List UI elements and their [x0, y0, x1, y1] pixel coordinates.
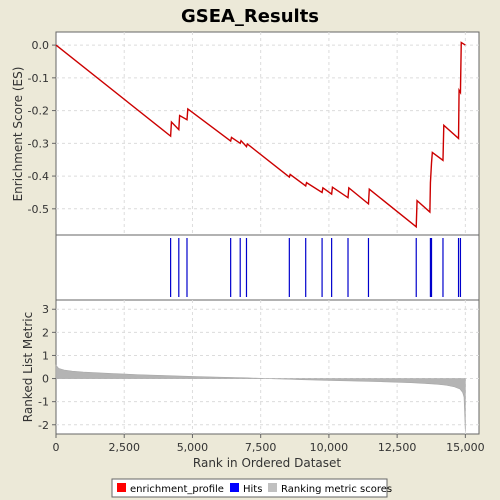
ranking-metric-fill — [55, 364, 466, 432]
es-tick-label: -0.1 — [28, 72, 49, 85]
legend-label-enrichment: enrichment_profile — [130, 484, 224, 495]
rank-tick-label: -2 — [38, 419, 49, 432]
x-tick-label: 2,500 — [108, 441, 140, 454]
rank-tick-label: -1 — [38, 396, 49, 409]
rank-tick-label: 0 — [42, 373, 49, 386]
x-tick-label: 12,500 — [378, 441, 417, 454]
es-tick-label: -0.4 — [28, 170, 49, 183]
es-grid — [56, 32, 479, 235]
es-tick-label: -0.3 — [28, 137, 49, 150]
legend-box — [111, 478, 388, 498]
enrichment-profile-polyline — [55, 41, 466, 229]
chart-title: GSEA_Results — [181, 6, 319, 27]
legend-label-ranking: Ranking metric scores — [281, 484, 392, 495]
es-tick-label: 0.0 — [32, 39, 50, 52]
hits-panel — [55, 234, 480, 301]
legend-swatch-ranking — [268, 483, 277, 492]
rank-tick-label: 1 — [42, 349, 49, 362]
es-panel — [55, 31, 480, 236]
rank-y-axis-label: Ranked List Metric — [21, 312, 35, 422]
x-tick-label: 0 — [53, 441, 60, 454]
hits-lines — [170, 238, 462, 297]
x-ticks: 0 2,500 5,000 7,500 10,000 12,500 15,000 — [53, 434, 485, 454]
ranking-panel — [55, 299, 480, 435]
x-tick-label: 15,000 — [446, 441, 485, 454]
rank-y-ticks: 3 2 1 0 -1 -2 — [38, 303, 56, 432]
ranking-metric-area — [55, 364, 466, 432]
x-axis-label: Rank in Ordered Dataset — [193, 456, 341, 470]
rank-tick-label: 2 — [42, 326, 49, 339]
es-y-ticks: 0.0 -0.1 -0.2 -0.3 -0.4 -0.5 — [28, 39, 56, 216]
es-tick-label: -0.2 — [28, 105, 49, 118]
legend: enrichment_profile Hits Ranking metric s… — [111, 478, 392, 498]
x-tick-label: 10,000 — [310, 441, 349, 454]
legend-label-hits: Hits — [243, 484, 262, 495]
x-tick-label: 5,000 — [177, 441, 209, 454]
es-y-axis-label: Enrichment Score (ES) — [11, 67, 25, 202]
legend-swatch-hits — [230, 483, 239, 492]
enrichment-profile-line — [55, 41, 466, 229]
es-tick-label: -0.5 — [28, 203, 49, 216]
legend-swatch-enrichment — [117, 483, 126, 492]
rank-tick-label: 3 — [42, 303, 49, 316]
x-tick-label: 7,500 — [245, 441, 277, 454]
